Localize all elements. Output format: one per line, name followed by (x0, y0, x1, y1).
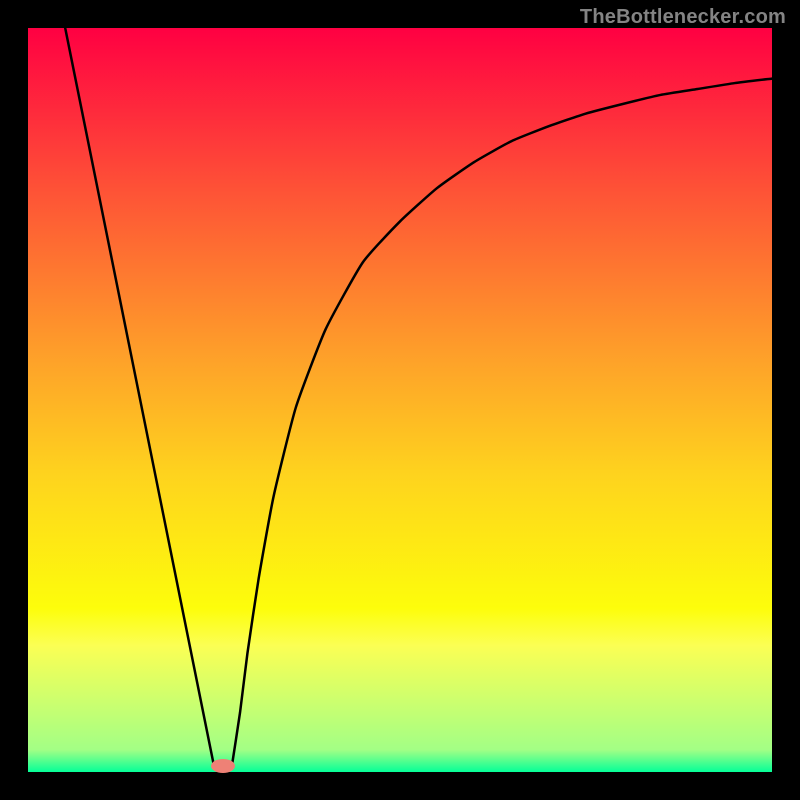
chart-container: TheBottlenecker.com (0, 0, 800, 800)
watermark-label: TheBottlenecker.com (580, 6, 786, 29)
chart-svg (0, 0, 800, 800)
minimum-marker (211, 759, 235, 773)
